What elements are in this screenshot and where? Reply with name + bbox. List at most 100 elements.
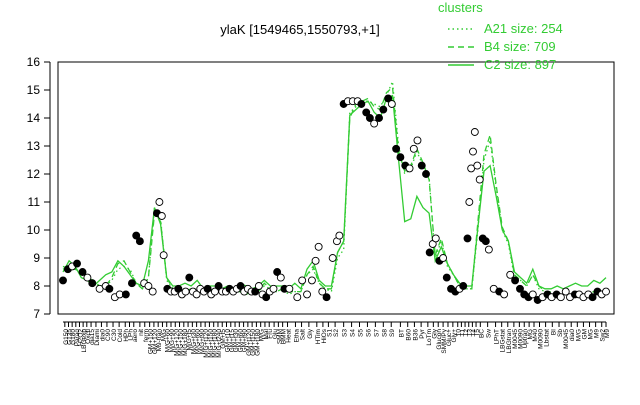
x-tick-label: LPhT bbox=[494, 329, 501, 345]
x-tick-label: LPh bbox=[128, 329, 135, 341]
y-tick-label: 13 bbox=[27, 139, 41, 153]
x-tick-label: T1 bbox=[459, 329, 466, 337]
x-tick-label: Mal bbox=[263, 328, 270, 339]
y-tick-label: 7 bbox=[33, 307, 40, 321]
data-point bbox=[392, 144, 401, 153]
series-lines bbox=[62, 81, 607, 296]
data-point bbox=[174, 284, 183, 293]
x-tick-label: S3 bbox=[342, 329, 349, 337]
x-tick-label: GM+t120 bbox=[246, 329, 253, 356]
data-point bbox=[318, 287, 327, 296]
x-tick-label: BI bbox=[550, 329, 557, 335]
data-point bbox=[132, 231, 141, 240]
data-point bbox=[469, 147, 477, 156]
x-tick-label: Etha bbox=[293, 329, 300, 343]
y-tick-label: 14 bbox=[27, 111, 41, 125]
x-tick-label: M0045 bbox=[563, 329, 570, 349]
data-point bbox=[417, 161, 426, 170]
data-point bbox=[561, 287, 570, 296]
data-point bbox=[121, 290, 130, 299]
x-tick-label: GM+t180 bbox=[254, 329, 261, 356]
data-point bbox=[431, 234, 440, 243]
data-point bbox=[365, 114, 374, 122]
x-tick-label: M/G bbox=[259, 329, 266, 341]
data-point bbox=[422, 170, 430, 178]
x-tick-label: GM+t10 bbox=[225, 329, 232, 353]
x-tick-label: S7 bbox=[373, 329, 380, 337]
data-point bbox=[251, 287, 260, 296]
x-axis: G150G135G180ParaqH2O2LBGexpOxctldia15Dia… bbox=[63, 321, 611, 358]
data-point bbox=[556, 293, 565, 302]
data-point bbox=[214, 282, 223, 290]
x-tick-label: GM+t90 bbox=[242, 329, 249, 353]
legend-label: B4 size: 709 bbox=[484, 39, 556, 54]
x-tick-label: M/G+t5 bbox=[186, 329, 193, 351]
data-point bbox=[314, 242, 323, 251]
y-tick-label: 15 bbox=[27, 83, 41, 97]
data-point bbox=[307, 276, 316, 285]
data-point bbox=[511, 276, 520, 285]
x-tick-label: M9-tran bbox=[156, 329, 163, 352]
x-tick-label: M9 bbox=[594, 329, 601, 338]
data-point bbox=[425, 248, 434, 257]
data-point bbox=[481, 237, 490, 246]
x-tick-label: Sb bbox=[557, 329, 564, 337]
x-tick-label: M/G+t180 bbox=[212, 329, 219, 358]
x-tick-label: BT bbox=[398, 329, 405, 337]
data-point bbox=[379, 105, 388, 114]
x-tick-label: GM+t15 bbox=[229, 329, 236, 353]
x-tick-label: G135 bbox=[66, 329, 73, 345]
x-tick-label: T2 bbox=[463, 329, 470, 337]
x-tick-label: Glucon bbox=[436, 329, 443, 350]
data-point bbox=[135, 237, 144, 246]
data-point bbox=[298, 276, 307, 285]
x-tick-label: M/G+90 bbox=[169, 329, 176, 353]
data-point bbox=[254, 282, 263, 290]
data-point bbox=[396, 153, 405, 162]
x-tick-label: S9 bbox=[389, 329, 396, 337]
x-tick-label: MG bbox=[527, 329, 534, 339]
y-tick-label: 11 bbox=[28, 195, 41, 209]
data-point bbox=[83, 273, 92, 282]
y-tick-label: 12 bbox=[27, 167, 41, 181]
data-point bbox=[236, 282, 245, 290]
series-line-dashed bbox=[62, 85, 607, 296]
x-tick-label: M0090 bbox=[537, 329, 544, 349]
x-tick-label: B36 bbox=[412, 329, 419, 341]
x-tick-label: LBGexp bbox=[81, 329, 88, 353]
data-point bbox=[463, 234, 472, 243]
x-tick-label: BMM bbox=[281, 329, 288, 344]
data-point bbox=[144, 282, 153, 290]
data-point bbox=[335, 231, 344, 240]
x-tick-label: M/G bbox=[160, 329, 167, 341]
data-point bbox=[185, 273, 194, 282]
data-point bbox=[157, 212, 166, 220]
data-point bbox=[293, 293, 302, 302]
chart-title: ylaK [1549465,1550793,+1] bbox=[220, 22, 379, 37]
data-point bbox=[155, 198, 164, 206]
x-tick-label: S4 bbox=[350, 329, 357, 337]
x-tick-label: Gluc+ bbox=[446, 329, 453, 346]
x-tick-label: G180 bbox=[70, 329, 77, 345]
x-tick-label: M40 bbox=[532, 329, 539, 342]
x-tick-label: GM+120 bbox=[152, 329, 159, 354]
legend-title: clusters bbox=[438, 0, 483, 15]
x-tick-label: S5 bbox=[358, 329, 365, 337]
data-point bbox=[322, 293, 331, 302]
y-tick-label: 16 bbox=[27, 55, 41, 69]
x-tick-label: T3 bbox=[467, 329, 474, 337]
x-tick-label: GM+t150 bbox=[250, 329, 257, 356]
data-point bbox=[588, 293, 597, 302]
data-point bbox=[105, 284, 114, 293]
x-tick-label: S8 bbox=[381, 329, 388, 337]
data-point bbox=[59, 276, 67, 285]
data-point bbox=[465, 198, 474, 206]
x-tick-label: LBGtran bbox=[506, 329, 513, 354]
data-point bbox=[303, 290, 311, 299]
data-point bbox=[500, 290, 509, 299]
x-tick-label: Fru bbox=[267, 329, 274, 339]
x-tick-label: Sw bbox=[486, 329, 493, 338]
data-point bbox=[370, 119, 379, 128]
